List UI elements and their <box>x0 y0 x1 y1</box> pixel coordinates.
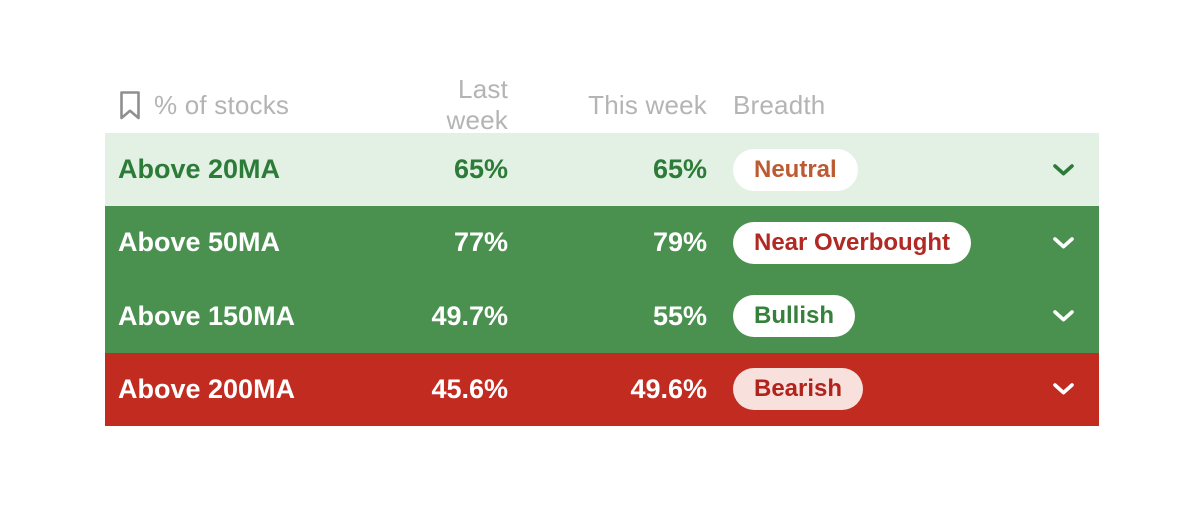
chevron-down-icon[interactable] <box>1052 236 1075 250</box>
expander-cell <box>1027 382 1099 396</box>
table-header: % of stocks Last week This week Breadth <box>105 74 1099 135</box>
breadth-status-badge: Near Overbought <box>733 221 972 264</box>
last-week-value: 77% <box>453 227 508 258</box>
table-row[interactable]: Above 20MA 65% 65% Neutral <box>105 133 1099 207</box>
breadth-table: Above 20MA 65% 65% Neutral Above 50MA 77… <box>105 133 1099 426</box>
breadth-cell: Neutral <box>733 148 1027 191</box>
chevron-down-icon[interactable] <box>1052 382 1075 396</box>
breadth-status-badge: Bearish <box>733 368 864 411</box>
row-label: Above 200MA <box>118 373 296 404</box>
expander-cell <box>1027 309 1099 323</box>
row-label: Above 20MA <box>118 154 281 185</box>
bookmark-icon[interactable] <box>118 90 142 121</box>
chevron-down-icon[interactable] <box>1052 163 1075 177</box>
header-this-week-label: This week <box>588 89 707 120</box>
last-week-value: 49.7% <box>431 300 508 331</box>
row-label: Above 150MA <box>118 300 296 331</box>
table-row[interactable]: Above 200MA 45.6% 49.6% Bearish <box>105 352 1099 426</box>
breadth-cell: Bearish <box>733 368 1027 411</box>
header-stocks-label: % of stocks <box>154 89 290 120</box>
expander-cell <box>1027 163 1099 177</box>
chevron-down-icon[interactable] <box>1052 309 1075 323</box>
expander-cell <box>1027 236 1099 250</box>
row-label: Above 50MA <box>118 227 281 258</box>
this-week-value: 55% <box>652 300 707 331</box>
breadth-status-badge: Neutral <box>733 148 858 191</box>
last-week-value: 65% <box>453 154 508 185</box>
header-cell-stocks: % of stocks <box>105 90 395 121</box>
this-week-value: 65% <box>652 154 707 185</box>
header-last-week-label: Last week <box>446 74 508 135</box>
breadth-cell: Near Overbought <box>733 221 1027 264</box>
breadth-cell: Bullish <box>733 295 1027 338</box>
table-row[interactable]: Above 150MA 49.7% 55% Bullish <box>105 279 1099 353</box>
this-week-value: 49.6% <box>630 373 707 404</box>
header-breadth-label: Breadth <box>733 89 826 120</box>
table-row[interactable]: Above 50MA 77% 79% Near Overbought <box>105 206 1099 280</box>
breadth-status-badge: Bullish <box>733 295 856 338</box>
this-week-value: 79% <box>652 227 707 258</box>
last-week-value: 45.6% <box>431 373 508 404</box>
